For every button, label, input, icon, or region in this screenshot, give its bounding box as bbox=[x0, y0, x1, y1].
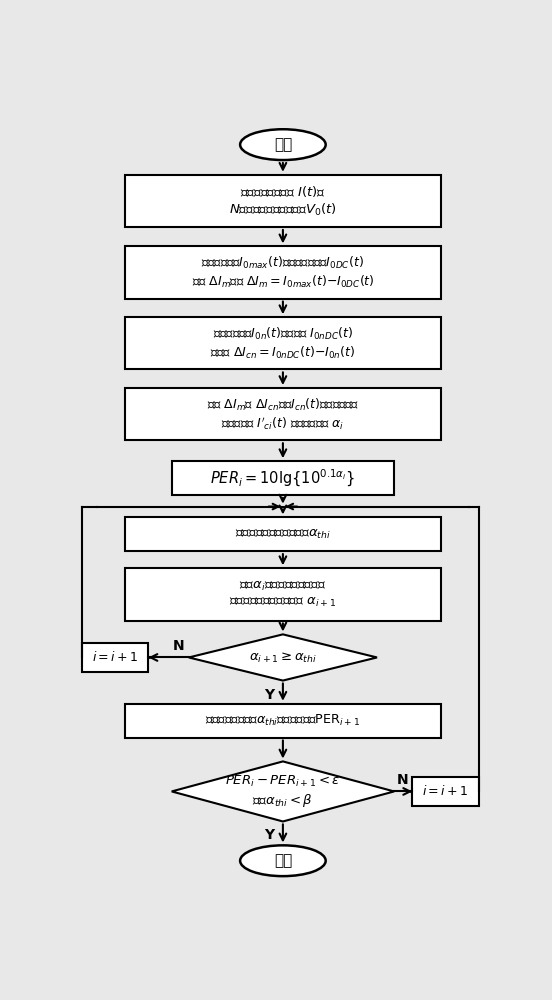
Text: N: N bbox=[173, 639, 184, 653]
Polygon shape bbox=[189, 634, 377, 681]
FancyBboxPatch shape bbox=[125, 317, 441, 369]
Text: $PER_i = 10\mathrm{lg}\{10^{0.1\alpha_i}\}$: $PER_i = 10\mathrm{lg}\{10^{0.1\alpha_i}… bbox=[210, 467, 355, 489]
Text: $PER_i - PER_{i+1} < \varepsilon$
或者$\alpha_{thi} < \beta$: $PER_i - PER_{i+1} < \varepsilon$ 或者$\al… bbox=[225, 774, 341, 809]
FancyBboxPatch shape bbox=[125, 704, 441, 738]
Ellipse shape bbox=[240, 845, 326, 876]
FancyBboxPatch shape bbox=[125, 175, 441, 227]
FancyBboxPatch shape bbox=[125, 246, 441, 299]
FancyBboxPatch shape bbox=[172, 461, 394, 495]
Text: 寻找最大值点$I_{0max}(t)$和最大值处均值$I_{0DC}(t)$
得到 $\Delta I_m$其中 $\Delta I_m = I_{0max}(: 寻找最大值点$I_{0max}(t)$和最大值处均值$I_{0DC}(t)$ 得… bbox=[192, 255, 374, 290]
Text: $i = i+1$: $i = i+1$ bbox=[422, 784, 469, 798]
Text: 开始: 开始 bbox=[274, 137, 292, 152]
Text: 取出耦合强度大于$\alpha_{thi}$的耦合点计算$\mathrm{PER}_{i+1}$: 取出耦合强度大于$\alpha_{thi}$的耦合点计算$\mathrm{PER… bbox=[205, 713, 360, 728]
FancyBboxPatch shape bbox=[125, 568, 441, 620]
Text: Y: Y bbox=[264, 828, 274, 842]
Text: $i = i+1$: $i = i+1$ bbox=[92, 650, 139, 664]
Text: 结束: 结束 bbox=[274, 853, 292, 868]
FancyBboxPatch shape bbox=[125, 388, 441, 440]
Text: Y: Y bbox=[264, 688, 274, 702]
Text: 去除$\alpha_i$对应的耦合点数据，
在剩余数据中取出最大值 $\alpha_{i+1}$: 去除$\alpha_i$对应的耦合点数据， 在剩余数据中取出最大值 $\alph… bbox=[230, 580, 336, 609]
Text: 计算消光比阈值耦合强度$\alpha_{thi}$: 计算消光比阈值耦合强度$\alpha_{thi}$ bbox=[235, 528, 331, 541]
Polygon shape bbox=[172, 761, 394, 821]
FancyBboxPatch shape bbox=[82, 643, 148, 672]
FancyBboxPatch shape bbox=[125, 517, 441, 551]
Text: 利用 $\Delta I_m$和 $\Delta I_{cn}$得到$I_{cn}(t)$，寻找表征光
纤的数据点 $I'_{ci}(t)$ 及其最大值点 $\: 利用 $\Delta I_m$和 $\Delta I_{cn}$得到$I_{cn… bbox=[206, 397, 359, 432]
Text: 多点平均得到$I_{0n}(t)$处的均值 $I_{0nDC}(t)$
并计算 $\Delta I_{cn} = I_{0nDC}(t){-}I_{0n}(t): 多点平均得到$I_{0n}(t)$处的均值 $I_{0nDC}(t)$ 并计算 … bbox=[210, 326, 355, 361]
FancyBboxPatch shape bbox=[412, 777, 479, 806]
Text: 采集系统干涉数据 $I(t)$，
$N$点均值、小波去噪得到$V_0(t)$: 采集系统干涉数据 $I(t)$， $N$点均值、小波去噪得到$V_0(t)$ bbox=[229, 184, 337, 218]
Text: N: N bbox=[396, 773, 408, 787]
Text: $\alpha_{i+1} \geq \alpha_{thi}$: $\alpha_{i+1} \geq \alpha_{thi}$ bbox=[249, 650, 317, 665]
Ellipse shape bbox=[240, 129, 326, 160]
